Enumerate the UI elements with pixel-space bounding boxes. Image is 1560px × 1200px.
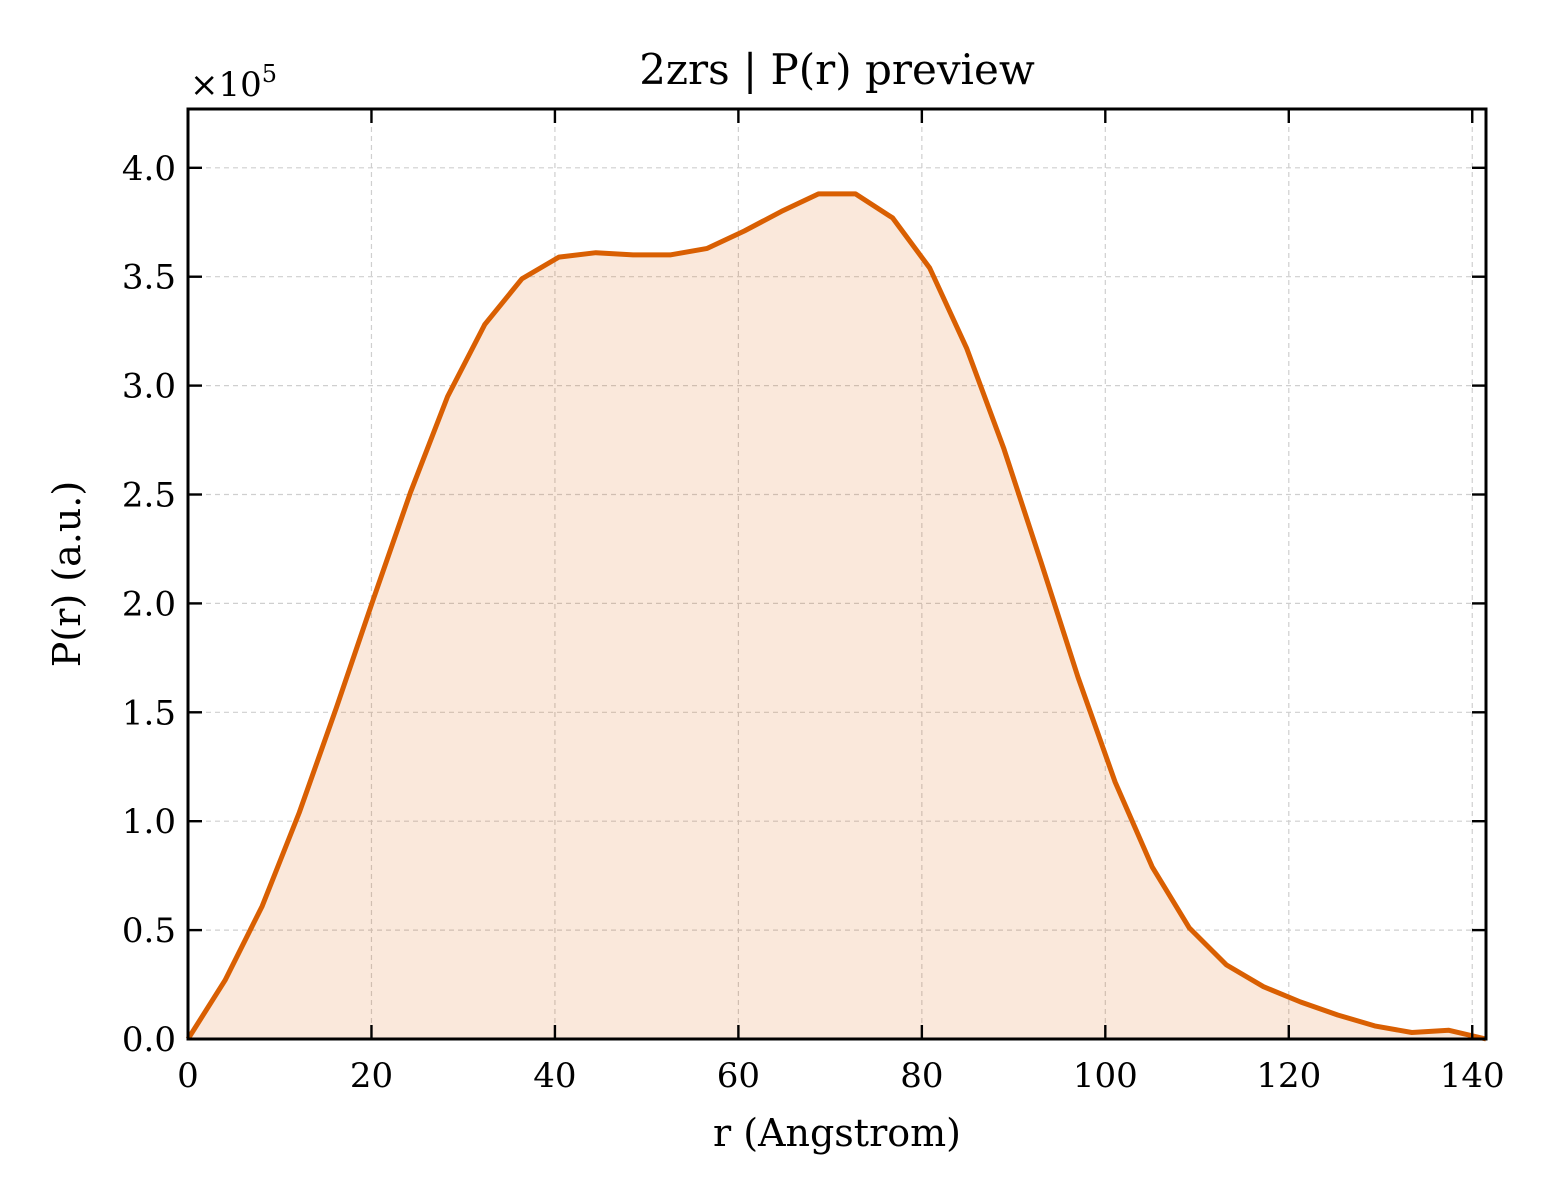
data-point: [445, 394, 450, 399]
y-tick-label: 1.5: [122, 693, 176, 733]
data-point: [1076, 675, 1081, 680]
data-point: [223, 978, 228, 983]
data-point: [371, 597, 376, 602]
data-point: [1261, 984, 1266, 989]
y-tick-label: 3.5: [122, 258, 176, 298]
data-point: [816, 191, 821, 196]
y-tick-label: 2.0: [122, 584, 176, 624]
data-point: [1113, 779, 1118, 784]
pr-area-fill: [188, 193, 1486, 1039]
data-point: [927, 265, 932, 270]
x-tick-label: 20: [350, 1056, 393, 1096]
data-point: [705, 246, 710, 251]
data-point: [1446, 1028, 1451, 1033]
data-point: [742, 228, 747, 233]
data-point: [890, 215, 895, 220]
pr-series-line: [185, 191, 1487, 1042]
x-tick-label: 120: [1256, 1056, 1321, 1096]
data-point: [334, 705, 339, 710]
y-offset-base: ×10: [190, 65, 262, 105]
data-point: [1409, 1030, 1414, 1035]
data-point: [1001, 446, 1006, 451]
y-tick-label: 4.0: [122, 149, 176, 189]
y-tick-label: 1.0: [122, 802, 176, 842]
y-tick-label: 2.5: [122, 476, 176, 516]
data-point: [853, 191, 858, 196]
x-axis-label: r (Angstrom): [713, 1111, 961, 1155]
x-tick-label: 100: [1073, 1056, 1138, 1096]
y-axis-label: P(r) (a.u.): [45, 481, 89, 667]
data-point: [556, 255, 561, 260]
data-point: [1298, 999, 1303, 1004]
data-point: [1187, 925, 1192, 930]
data-point: [779, 209, 784, 214]
data-point: [482, 322, 487, 327]
data-point: [630, 252, 635, 257]
data-point: [519, 276, 524, 281]
data-point: [1335, 1013, 1340, 1018]
y-offset-label: ×105: [190, 60, 277, 105]
data-point: [1039, 560, 1044, 565]
data-point: [408, 490, 413, 495]
x-tick-label: 60: [717, 1056, 760, 1096]
data-point: [1224, 962, 1229, 967]
x-tick-label: 140: [1440, 1056, 1505, 1096]
y-tick-label: 0.0: [122, 1020, 176, 1060]
plot-frame: [186, 107, 1488, 1041]
data-point: [297, 810, 302, 815]
data-point: [668, 252, 673, 257]
data-point: [1372, 1023, 1377, 1028]
axis-ticks: 0 20 40 60 80 100 120 140 0.0 0.5 1.0 1.5 2.0 2.5 3.0 3…: [122, 109, 1505, 1096]
data-point: [593, 250, 598, 255]
data-point: [260, 904, 265, 909]
data-point: [964, 346, 969, 351]
y-tick-label: 0.5: [122, 911, 176, 951]
y-tick-label: 3.0: [122, 367, 176, 407]
x-tick-label: 40: [533, 1056, 576, 1096]
y-offset-exponent: 5: [262, 60, 277, 88]
x-tick-label: 0: [177, 1056, 199, 1096]
data-point: [1150, 864, 1155, 869]
x-tick-label: 80: [900, 1056, 943, 1096]
chart-title: 2zrs | P(r) preview: [639, 45, 1035, 94]
